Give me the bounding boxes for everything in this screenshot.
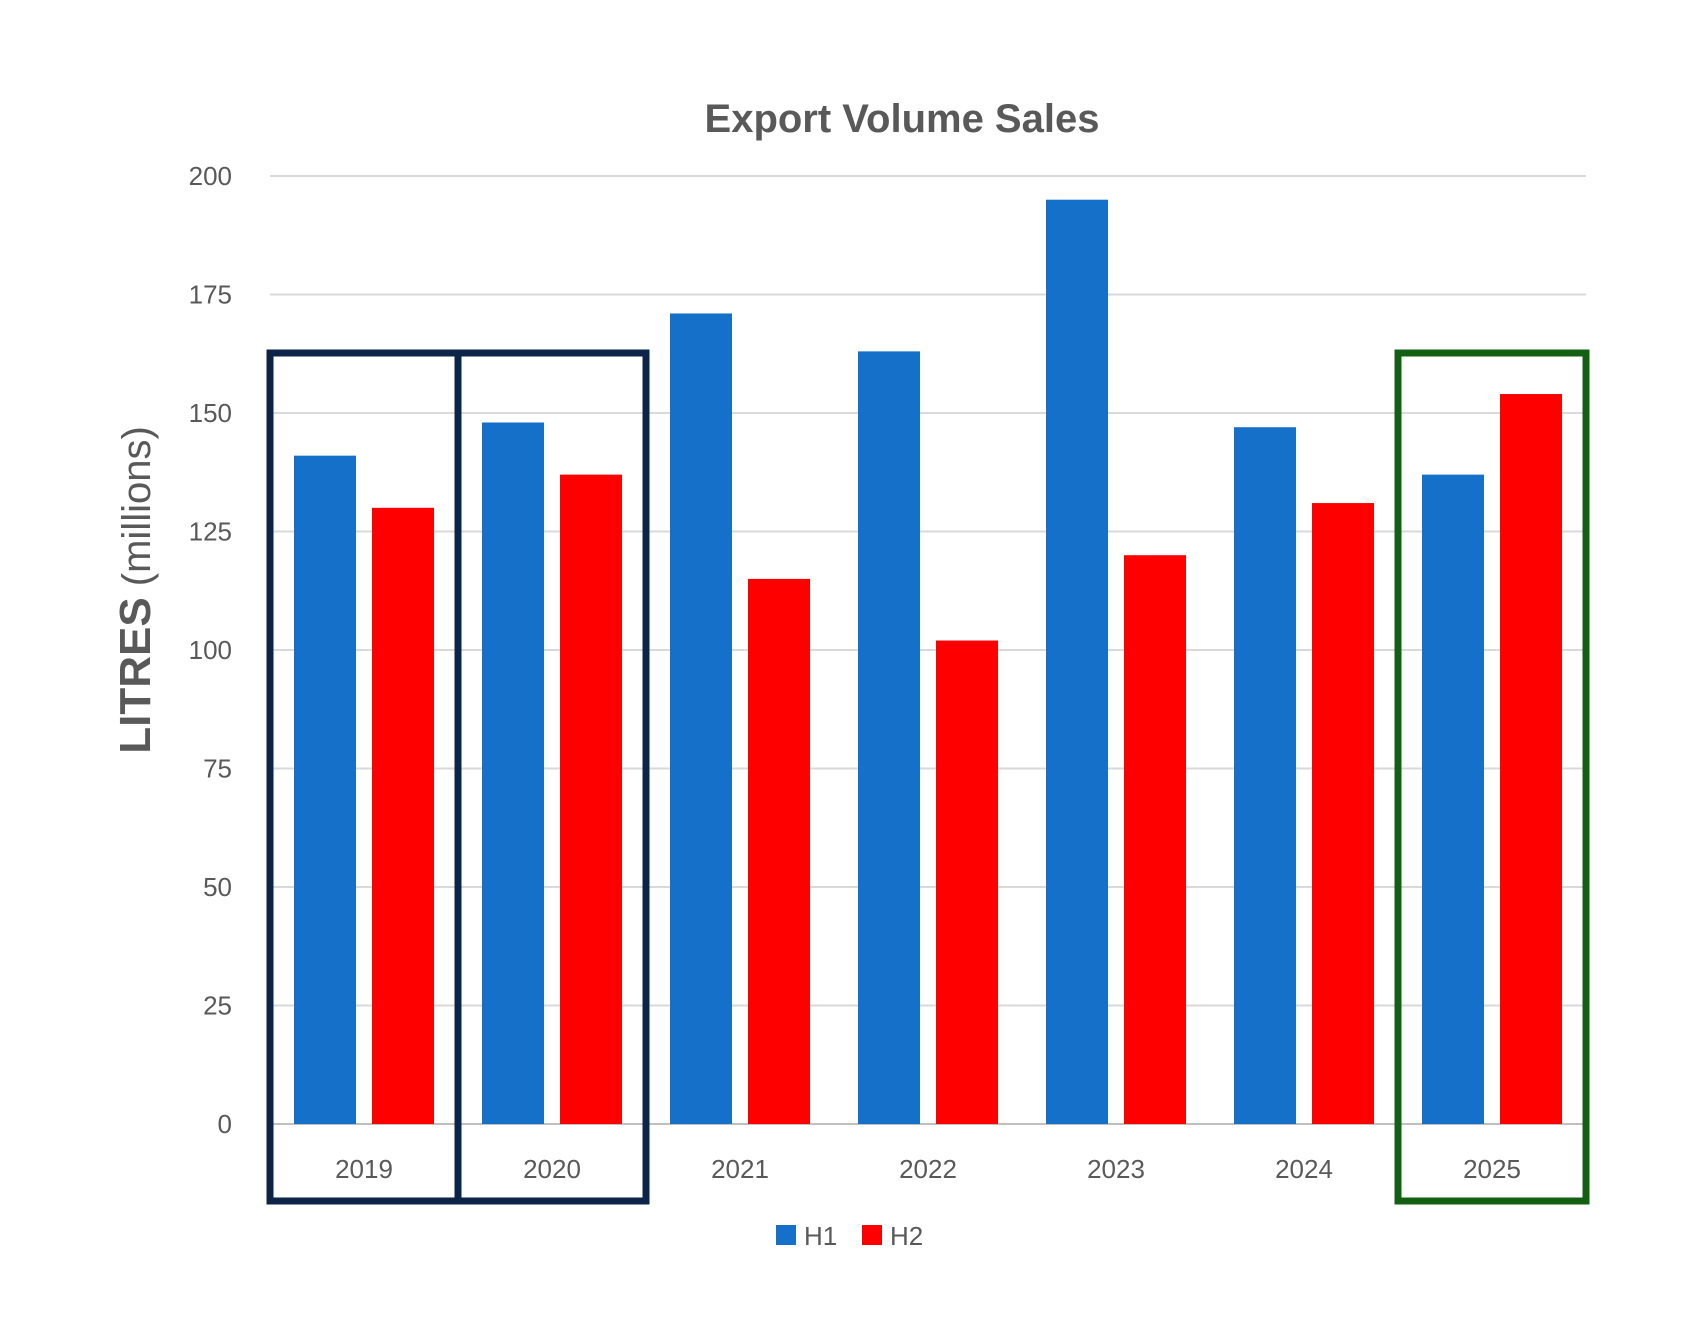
legend: H1 H2 — [776, 1221, 923, 1251]
legend-swatch-h2 — [862, 1225, 882, 1245]
bar-h1-2023 — [1046, 199, 1108, 1124]
y-tick-label: 125 — [189, 517, 232, 547]
bars — [294, 199, 1562, 1125]
y-tick-label: 50 — [203, 872, 232, 902]
x-tick-label: 2019 — [335, 1154, 393, 1184]
y-tick-label: 175 — [189, 280, 232, 310]
y-axis-label-rest: (millions) — [115, 426, 159, 597]
y-tick-label: 150 — [189, 398, 232, 428]
x-axis-ticks: 2019 2020 2021 2022 2023 2024 2025 — [335, 1154, 1521, 1184]
bar-h2-2020 — [560, 474, 622, 1124]
highlight-boxes — [266, 349, 1590, 1205]
y-tick-label: 25 — [203, 991, 232, 1021]
legend-swatch-h1 — [776, 1225, 796, 1245]
x-tick-label: 2020 — [523, 1154, 581, 1184]
y-axis-ticks: 0 25 50 75 100 125 150 175 200 — [189, 161, 232, 1139]
bar-h1-2021 — [670, 313, 732, 1125]
bar-h1-2019 — [294, 455, 356, 1124]
highlight-box-2025 — [1394, 349, 1590, 1205]
bar-h1-2025 — [1422, 474, 1484, 1124]
legend-label-h1: H1 — [804, 1221, 837, 1251]
y-tick-label: 200 — [189, 161, 232, 191]
x-tick-label: 2025 — [1463, 1154, 1521, 1184]
bar-h2-2024 — [1312, 503, 1374, 1124]
y-tick-label: 100 — [189, 635, 232, 665]
bar-h2-2021 — [748, 578, 810, 1124]
y-tick-label: 0 — [218, 1109, 232, 1139]
legend-label-h2: H2 — [890, 1221, 923, 1251]
x-tick-label: 2024 — [1275, 1154, 1333, 1184]
bar-h1-2022 — [858, 351, 920, 1124]
highlight-box-2020 — [454, 349, 650, 1205]
bar-h2-2023 — [1124, 555, 1186, 1124]
bar-h1-2020 — [482, 422, 544, 1125]
bar-h2-2019 — [372, 507, 434, 1124]
x-tick-label: 2021 — [711, 1154, 769, 1184]
bar-h1-2024 — [1234, 427, 1296, 1125]
chart-title: Export Volume Sales — [705, 97, 1100, 141]
y-axis-label: LITRES (millions) — [111, 426, 160, 754]
y-tick-label: 75 — [203, 754, 232, 784]
bar-h2-2022 — [936, 640, 998, 1124]
x-tick-label: 2022 — [899, 1154, 957, 1184]
y-axis-label-bold: LITRES — [111, 597, 160, 753]
x-tick-label: 2023 — [1087, 1154, 1145, 1184]
bar-h2-2025 — [1500, 394, 1562, 1124]
